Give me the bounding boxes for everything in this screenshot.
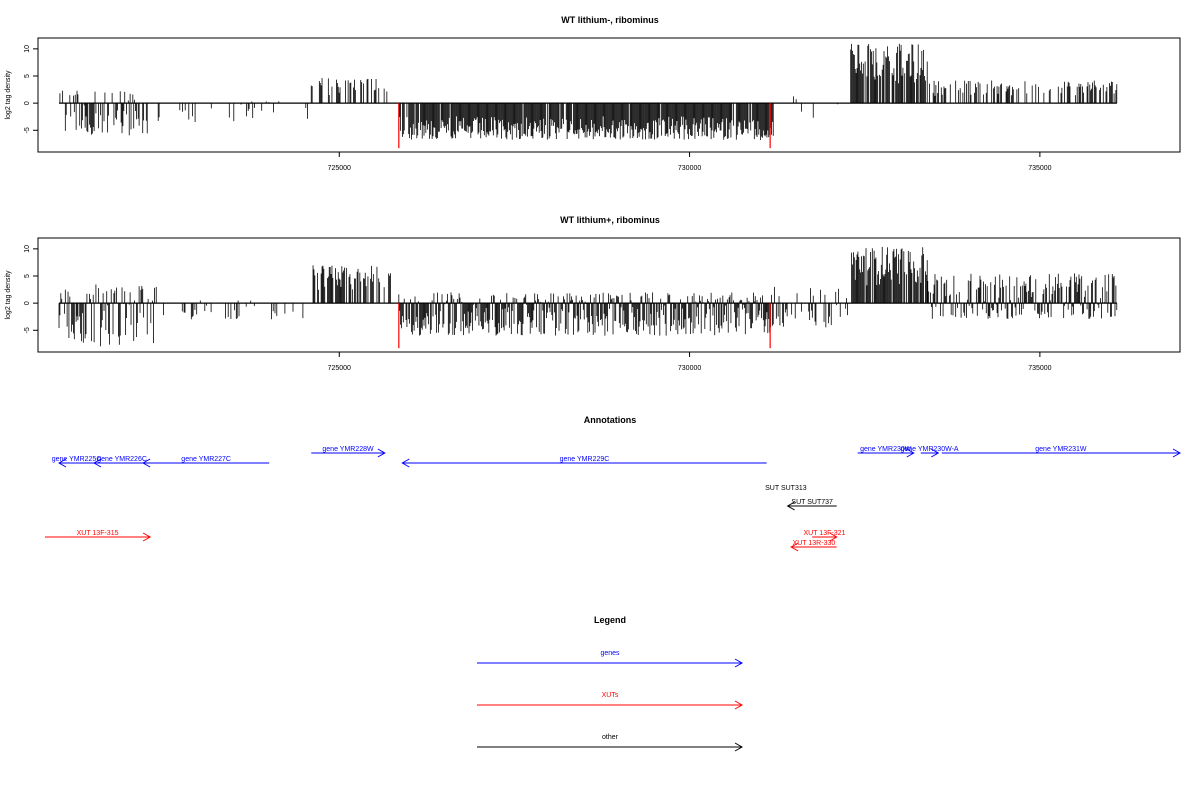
annotation-feature: gene YMR228W bbox=[311, 446, 386, 458]
x-tick-label: 735000 bbox=[1028, 365, 1051, 372]
y-tick-label: 10 bbox=[24, 245, 31, 253]
feature-label: gene YMR230W-A bbox=[900, 446, 958, 453]
feature-label: SUT SUT737 bbox=[791, 499, 833, 506]
feature-label: SUT SUT313 bbox=[765, 485, 807, 492]
y-tick-label: 5 bbox=[24, 274, 31, 278]
legend-entry: XUTs bbox=[477, 692, 744, 710]
plot-frame bbox=[37, 237, 1181, 353]
legend-entries: genes XUTs other bbox=[477, 650, 744, 752]
annotation-feature: gene YMR230W bbox=[857, 446, 915, 458]
feature-arrowhead bbox=[931, 448, 940, 458]
legend-panel: Legend genes XUTs other bbox=[477, 615, 744, 752]
legend-entry: genes bbox=[477, 650, 744, 668]
feature-label: gene YMR231W bbox=[1035, 446, 1087, 453]
legend-label: XUTs bbox=[602, 692, 619, 699]
feature-arrowhead bbox=[906, 448, 915, 458]
density-bars bbox=[59, 43, 1118, 141]
feature-arrowhead bbox=[142, 458, 151, 468]
feature-label: XUT 13F-315 bbox=[77, 530, 119, 537]
legend-arrowhead bbox=[734, 700, 744, 710]
annotations-title: Annotations bbox=[584, 415, 637, 425]
feature-arrowhead bbox=[790, 542, 799, 552]
y-axis-label: log2 tag density bbox=[5, 270, 12, 320]
annotation-feature: gene YMR226C bbox=[93, 456, 151, 468]
x-tick-label: 730000 bbox=[678, 165, 701, 172]
annotation-feature: gene YMR227C bbox=[142, 456, 270, 468]
annotation-feature: XUT 13F-321 bbox=[803, 530, 845, 542]
annotation-feature: SUT SUT313 bbox=[765, 485, 807, 492]
chart-title: WT lithium-, ribominus bbox=[561, 15, 659, 25]
annotation-feature: gene YMR231W bbox=[941, 446, 1182, 458]
y-axis-label: log2 tag density bbox=[5, 70, 12, 120]
y-tick-label: 0 bbox=[24, 301, 31, 305]
plot-frame bbox=[37, 37, 1181, 153]
y-tick-label: 0 bbox=[24, 101, 31, 105]
x-tick-label: 730000 bbox=[678, 365, 701, 372]
density-bars bbox=[58, 246, 1118, 347]
y-tick-label: -5 bbox=[24, 327, 31, 333]
legend-entry: other bbox=[477, 734, 744, 752]
y-tick-label: 5 bbox=[24, 74, 31, 78]
legend-arrowhead bbox=[734, 742, 744, 752]
x-tick-label: 735000 bbox=[1028, 165, 1051, 172]
x-tick-label: 725000 bbox=[328, 365, 351, 372]
annotation-feature: gene YMR230W-A bbox=[900, 446, 959, 458]
x-tick-label: 725000 bbox=[328, 165, 351, 172]
annotation-feature: XUT 13F-315 bbox=[45, 530, 152, 542]
y-tick-label: 10 bbox=[24, 45, 31, 53]
legend-label: other bbox=[602, 734, 619, 741]
chart-title: WT lithium+, ribominus bbox=[560, 215, 660, 225]
legend-label: genes bbox=[600, 650, 620, 657]
feature-arrowhead bbox=[829, 532, 838, 542]
feature-arrowhead bbox=[1172, 448, 1182, 458]
legend-arrowhead bbox=[734, 658, 744, 668]
feature-label: gene YMR229C bbox=[560, 456, 610, 463]
feature-arrowhead bbox=[401, 458, 410, 468]
feature-arrowhead bbox=[142, 532, 152, 542]
feature-label: XUT 13F-321 bbox=[803, 530, 845, 537]
legend-title: Legend bbox=[594, 615, 626, 625]
annotation-feature: gene YMR229C bbox=[401, 456, 767, 468]
feature-label: XUT 13R-330 bbox=[793, 540, 836, 547]
feature-label: gene YMR227C bbox=[181, 456, 231, 463]
track-panel-lithium-minus: WT lithium-, ribominus log2 tag density -5… bbox=[5, 15, 1181, 172]
y-tick-label: -5 bbox=[24, 127, 31, 133]
feature-arrowhead bbox=[93, 458, 102, 468]
annotation-feature: XUT 13R-330 bbox=[790, 540, 837, 552]
feature-arrowhead bbox=[58, 458, 67, 468]
feature-label: gene YMR228W bbox=[322, 446, 374, 453]
feature-label: gene YMR225C bbox=[52, 456, 102, 463]
annotation-feature: gene YMR225C bbox=[52, 456, 102, 468]
feature-arrowhead bbox=[377, 448, 386, 458]
feature-label: gene YMR230W bbox=[860, 446, 912, 453]
annotation-feature: SUT SUT737 bbox=[786, 499, 837, 511]
feature-label: gene YMR226C bbox=[97, 456, 147, 463]
track-panel-lithium-plus: WT lithium+, ribominus log2 tag density -5… bbox=[5, 215, 1181, 372]
feature-arrowhead bbox=[786, 501, 795, 511]
